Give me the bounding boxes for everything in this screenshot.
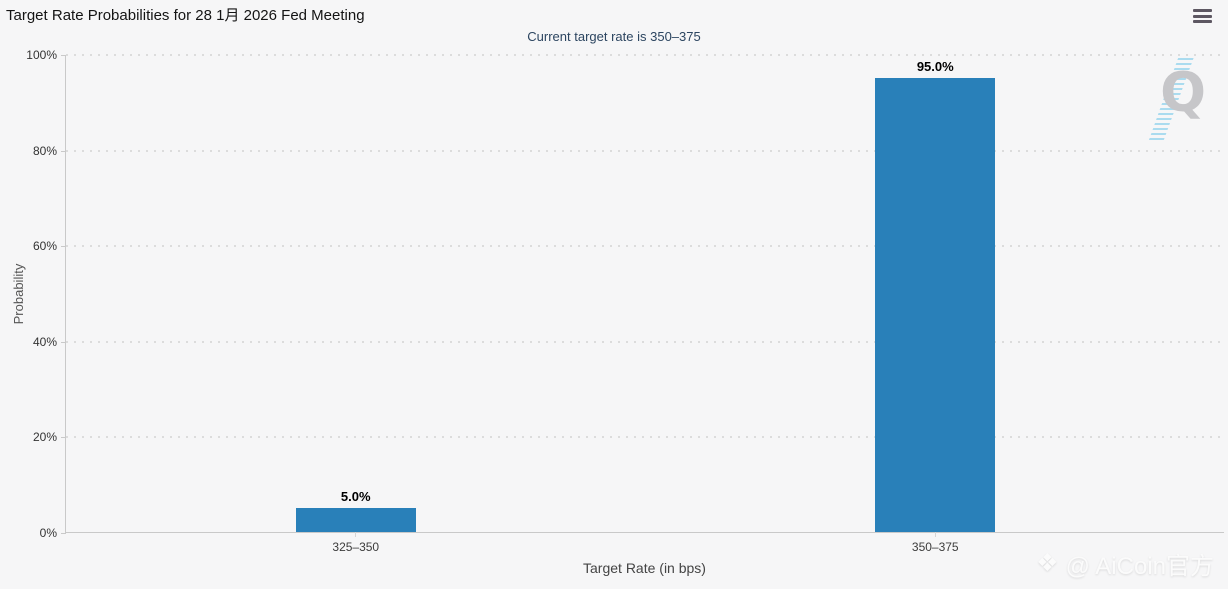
x-category-label: 325–350 — [332, 540, 380, 554]
gridline — [66, 340, 1224, 343]
menu-bar — [1193, 14, 1212, 18]
chart-title: Target Rate Probabilities for 28 1月 2026… — [6, 7, 365, 24]
gridline — [66, 54, 1224, 56]
gridline — [66, 245, 1224, 248]
y-tick-label: 80% — [32, 143, 57, 158]
y-axis-title: Probability — [11, 263, 26, 325]
y-tick — [61, 55, 66, 56]
menu-bar — [1193, 9, 1212, 12]
chart-subtitle: Current target rate is 350–375 — [527, 29, 701, 44]
y-tick-label: 0% — [39, 526, 57, 540]
x-axis-title: Target Rate (in bps) — [583, 560, 706, 576]
y-tick-label: 100% — [26, 48, 57, 62]
bar-value-label: 5.0% — [340, 489, 371, 505]
bar[interactable] — [295, 508, 416, 532]
hamburger-menu-icon[interactable] — [1193, 9, 1212, 25]
bar-value-label: 95.0% — [916, 58, 954, 74]
x-tick — [355, 532, 357, 537]
y-tick — [61, 341, 66, 343]
y-tick-label: 40% — [32, 334, 57, 349]
x-tick — [934, 532, 936, 537]
y-tick — [61, 533, 66, 534]
gridline — [66, 149, 1224, 152]
y-tick — [61, 246, 66, 248]
gridline — [66, 436, 1224, 439]
plot-area: 0% 20% 40% 60% 80% 100% 5.0% 325–350 95.0% 350–37… — [26, 48, 1224, 554]
y-tick-label: 60% — [32, 239, 57, 254]
menu-bar — [1193, 20, 1212, 23]
y-tick — [61, 150, 66, 152]
bar[interactable] — [875, 77, 996, 532]
y-tick — [61, 437, 66, 439]
y-tick-label: 20% — [32, 430, 57, 445]
x-category-label: 350–375 — [911, 540, 959, 554]
